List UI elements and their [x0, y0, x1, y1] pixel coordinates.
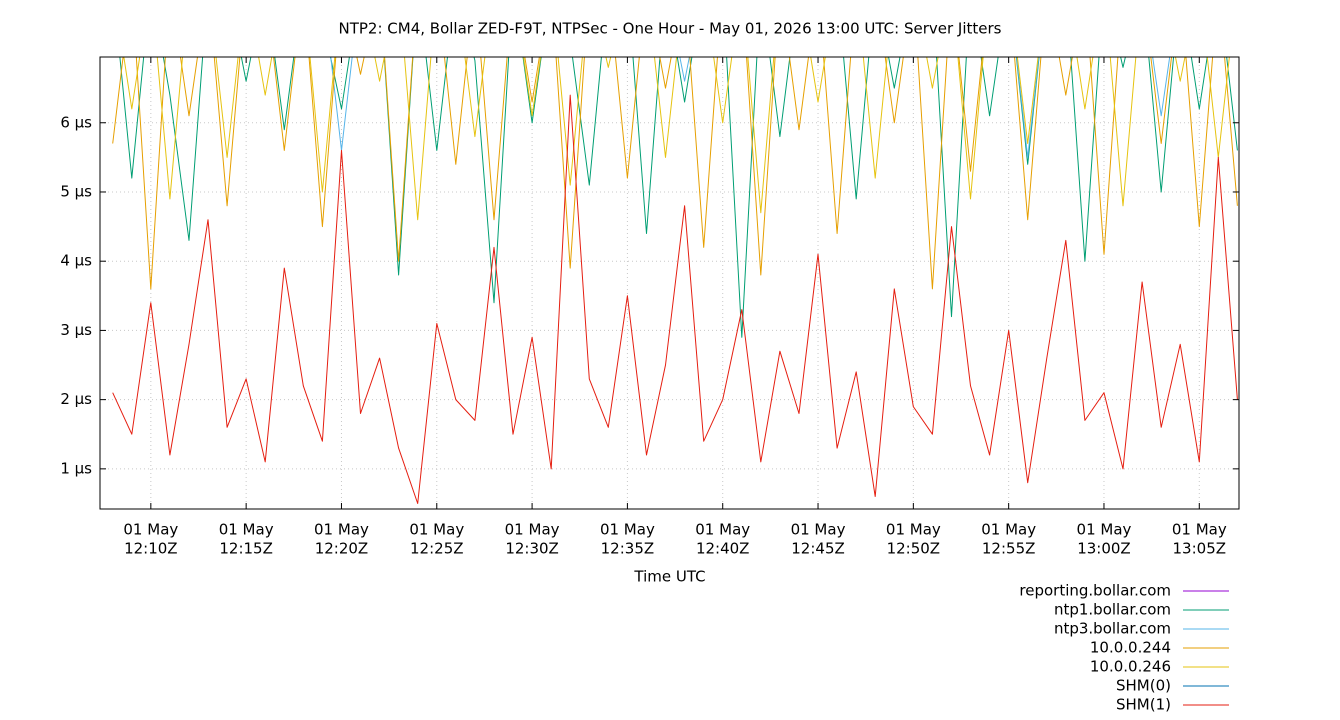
x-tick-label: 01 May: [314, 521, 369, 539]
x-tick-label: 12:20Z: [315, 540, 369, 558]
series-line: [112, 57, 1238, 290]
x-tick-label: 01 May: [981, 521, 1036, 539]
legend-label: SHM(1): [1116, 696, 1171, 714]
y-tick-label: 6 µs: [60, 113, 92, 131]
x-axis-label: Time UTC: [633, 568, 705, 586]
x-tick-label: 01 May: [600, 521, 655, 539]
x-tick-label: 01 May: [1077, 521, 1132, 539]
series-line: [123, 57, 1230, 221]
legend-label: 10.0.0.246: [1090, 658, 1171, 676]
y-tick-label: 3 µs: [60, 321, 92, 339]
legend-label: 10.0.0.244: [1090, 639, 1171, 657]
legend-label: ntp3.bollar.com: [1054, 620, 1171, 638]
legend-label: ntp1.bollar.com: [1054, 601, 1171, 619]
series-line: [112, 94, 1238, 504]
x-tick-label: 13:00Z: [1077, 540, 1131, 558]
x-tick-label: 13:05Z: [1173, 540, 1227, 558]
x-tick-label: 01 May: [886, 521, 941, 539]
legend-label: SHM(0): [1116, 677, 1171, 695]
legend-label: reporting.bollar.com: [1019, 582, 1171, 600]
x-tick-label: 12:50Z: [887, 540, 941, 558]
x-tick-label: 12:35Z: [601, 540, 655, 558]
y-tick-label: 5 µs: [60, 182, 92, 200]
x-tick-label: 01 May: [409, 521, 464, 539]
x-tick-label: 12:15Z: [219, 540, 273, 558]
x-tick-label: 12:45Z: [791, 540, 845, 558]
x-tick-label: 01 May: [695, 521, 750, 539]
plot-lines: [112, 57, 1238, 504]
x-tick-label: 01 May: [1172, 521, 1227, 539]
y-tick-label: 1 µs: [60, 459, 92, 477]
x-tick-label: 12:30Z: [505, 540, 559, 558]
x-tick-label: 01 May: [791, 521, 846, 539]
x-tick-label: 12:40Z: [696, 540, 750, 558]
x-tick-label: 12:25Z: [410, 540, 464, 558]
x-tick-label: 12:10Z: [124, 540, 178, 558]
x-tick-label: 12:55Z: [982, 540, 1036, 558]
y-tick-label: 4 µs: [60, 252, 92, 270]
chart-title: NTP2: CM4, Bollar ZED-F9T, NTPSec - One …: [339, 20, 1002, 38]
plot-frame: [99, 56, 1240, 510]
y-tick-label: 2 µs: [60, 390, 92, 408]
grid: [100, 57, 1239, 509]
x-tick-label: 01 May: [219, 521, 274, 539]
x-tick-label: 01 May: [123, 521, 178, 539]
x-tick-label: 01 May: [505, 521, 560, 539]
